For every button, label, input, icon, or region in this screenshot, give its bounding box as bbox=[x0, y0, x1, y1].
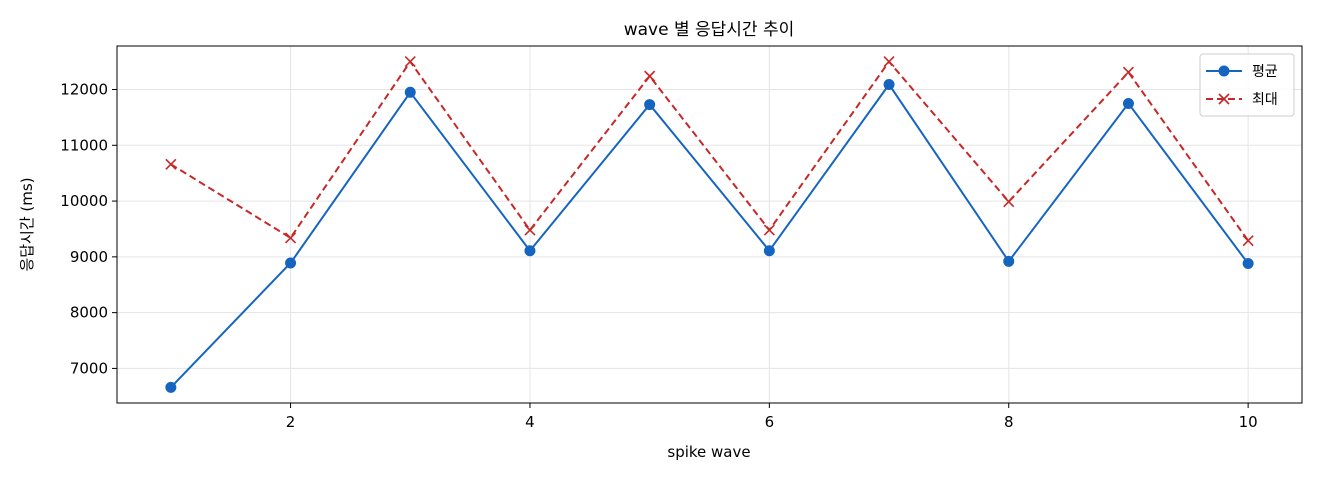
legend-label: 최대 bbox=[1252, 92, 1278, 108]
series-layer bbox=[165, 56, 1254, 393]
data-point bbox=[404, 56, 416, 68]
y-tick-label: 12000 bbox=[60, 81, 108, 99]
y-tick-label: 8000 bbox=[70, 304, 108, 322]
data-point bbox=[763, 245, 775, 257]
legend-entry: 평균 bbox=[1206, 64, 1278, 80]
legend-label: 평균 bbox=[1252, 64, 1278, 80]
data-point bbox=[165, 381, 177, 393]
data-point bbox=[404, 86, 416, 98]
series-line bbox=[170, 83, 1249, 389]
legend-entry: 최대 bbox=[1206, 92, 1278, 108]
plot-frame bbox=[116, 45, 1303, 404]
data-point bbox=[763, 224, 775, 236]
series-max bbox=[165, 56, 1254, 247]
x-axis-label: spike wave bbox=[667, 443, 750, 461]
data-point bbox=[284, 232, 297, 244]
data-point bbox=[644, 99, 656, 111]
data-point bbox=[285, 257, 297, 269]
x-tick-label: 10 bbox=[1239, 413, 1258, 431]
data-point bbox=[883, 56, 895, 68]
data-point bbox=[165, 158, 177, 170]
legend-marker bbox=[1218, 65, 1230, 77]
y-tick-label: 10000 bbox=[60, 192, 108, 210]
series-line bbox=[170, 60, 1249, 242]
legend-marker bbox=[1218, 93, 1230, 105]
x-tick-label: 4 bbox=[525, 413, 535, 431]
data-point bbox=[1122, 66, 1135, 78]
y-axis-label: 응답시간 (ms) bbox=[18, 177, 36, 271]
axes: 2 4 6 8 10 7000 8000 9000 10000 11000 12000 bbox=[60, 81, 1257, 431]
data-point bbox=[1242, 258, 1254, 270]
chart-title: wave 별 응답시간 추이 bbox=[624, 20, 795, 40]
grid bbox=[117, 46, 1302, 403]
legend-box bbox=[1199, 53, 1295, 117]
data-point bbox=[1122, 97, 1134, 109]
data-point bbox=[524, 224, 536, 236]
series-mean bbox=[165, 78, 1254, 393]
data-point bbox=[524, 245, 536, 257]
x-tick-label: 2 bbox=[286, 413, 296, 431]
x-tick-label: 8 bbox=[1004, 413, 1014, 431]
y-tick-label: 7000 bbox=[70, 359, 108, 377]
data-point bbox=[1003, 196, 1015, 208]
y-tick-label: 9000 bbox=[70, 248, 108, 266]
x-tick-label: 6 bbox=[765, 413, 775, 431]
y-tick-label: 11000 bbox=[60, 136, 108, 154]
data-point bbox=[1242, 235, 1254, 247]
data-point bbox=[644, 70, 656, 82]
data-point bbox=[883, 78, 895, 90]
data-point bbox=[1003, 255, 1015, 267]
